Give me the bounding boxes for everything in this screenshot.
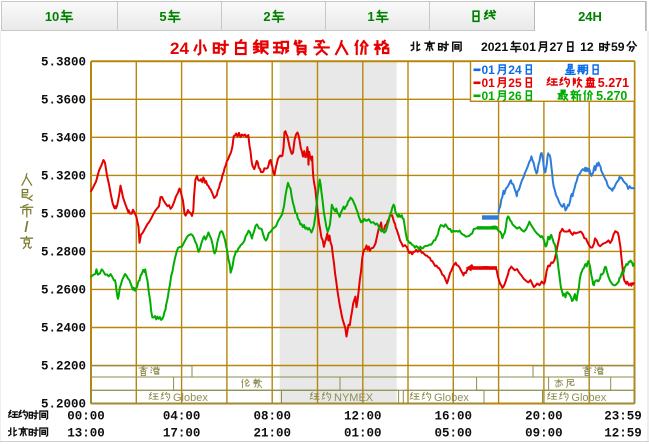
svg-text:24: 24	[508, 63, 522, 77]
svg-text:5.271: 5.271	[598, 76, 629, 90]
svg-text:2: 2	[263, 9, 270, 24]
svg-text:04:00: 04:00	[163, 410, 201, 424]
svg-text:Globex: Globex	[173, 392, 208, 404]
svg-text:01:00: 01:00	[344, 427, 382, 441]
svg-text:2021: 2021	[481, 40, 508, 54]
svg-text:12:00: 12:00	[344, 410, 382, 424]
svg-text:01: 01	[522, 40, 536, 54]
svg-text:08:00: 08:00	[253, 410, 291, 424]
svg-text:5.270: 5.270	[596, 89, 627, 103]
svg-text:59: 59	[611, 40, 625, 54]
svg-text:1: 1	[367, 9, 374, 24]
svg-text:10: 10	[45, 9, 59, 24]
svg-text:00:00: 00:00	[67, 410, 105, 424]
svg-text:5.2400: 5.2400	[41, 322, 86, 336]
svg-text:01: 01	[482, 76, 496, 90]
svg-text:NYMEX: NYMEX	[334, 392, 374, 404]
svg-text:5.3600: 5.3600	[41, 94, 86, 108]
svg-text:25: 25	[508, 76, 522, 90]
svg-text:16:00: 16:00	[435, 410, 473, 424]
svg-text:/: /	[24, 219, 29, 236]
svg-text:5.2000: 5.2000	[41, 398, 86, 412]
svg-text:17:00: 17:00	[163, 427, 201, 441]
svg-text:09:00: 09:00	[525, 427, 563, 441]
svg-text:27: 27	[550, 40, 564, 54]
svg-text:Globex: Globex	[571, 392, 606, 404]
svg-text:Globex: Globex	[434, 392, 469, 404]
svg-text:5.3400: 5.3400	[41, 132, 86, 146]
svg-text:13:00: 13:00	[67, 427, 105, 441]
svg-text:24: 24	[170, 39, 189, 58]
svg-text:5.2800: 5.2800	[41, 246, 86, 260]
svg-text:01: 01	[482, 89, 496, 103]
svg-text:5.3200: 5.3200	[41, 170, 86, 184]
svg-text:12: 12	[577, 40, 594, 54]
svg-text:5.2600: 5.2600	[41, 284, 86, 298]
svg-text:20:00: 20:00	[525, 410, 563, 424]
svg-text:21:00: 21:00	[253, 427, 291, 441]
svg-text:5: 5	[159, 9, 166, 24]
svg-text:5.3800: 5.3800	[41, 56, 86, 70]
svg-text:01: 01	[482, 63, 496, 77]
svg-text:05:00: 05:00	[435, 427, 473, 441]
svg-text:26: 26	[508, 89, 522, 103]
svg-text:5.2200: 5.2200	[41, 360, 86, 374]
svg-text:5.3000: 5.3000	[41, 208, 86, 222]
svg-text:12:59: 12:59	[604, 427, 642, 441]
svg-text:24H: 24H	[578, 9, 602, 24]
svg-text:23:59: 23:59	[604, 410, 642, 424]
